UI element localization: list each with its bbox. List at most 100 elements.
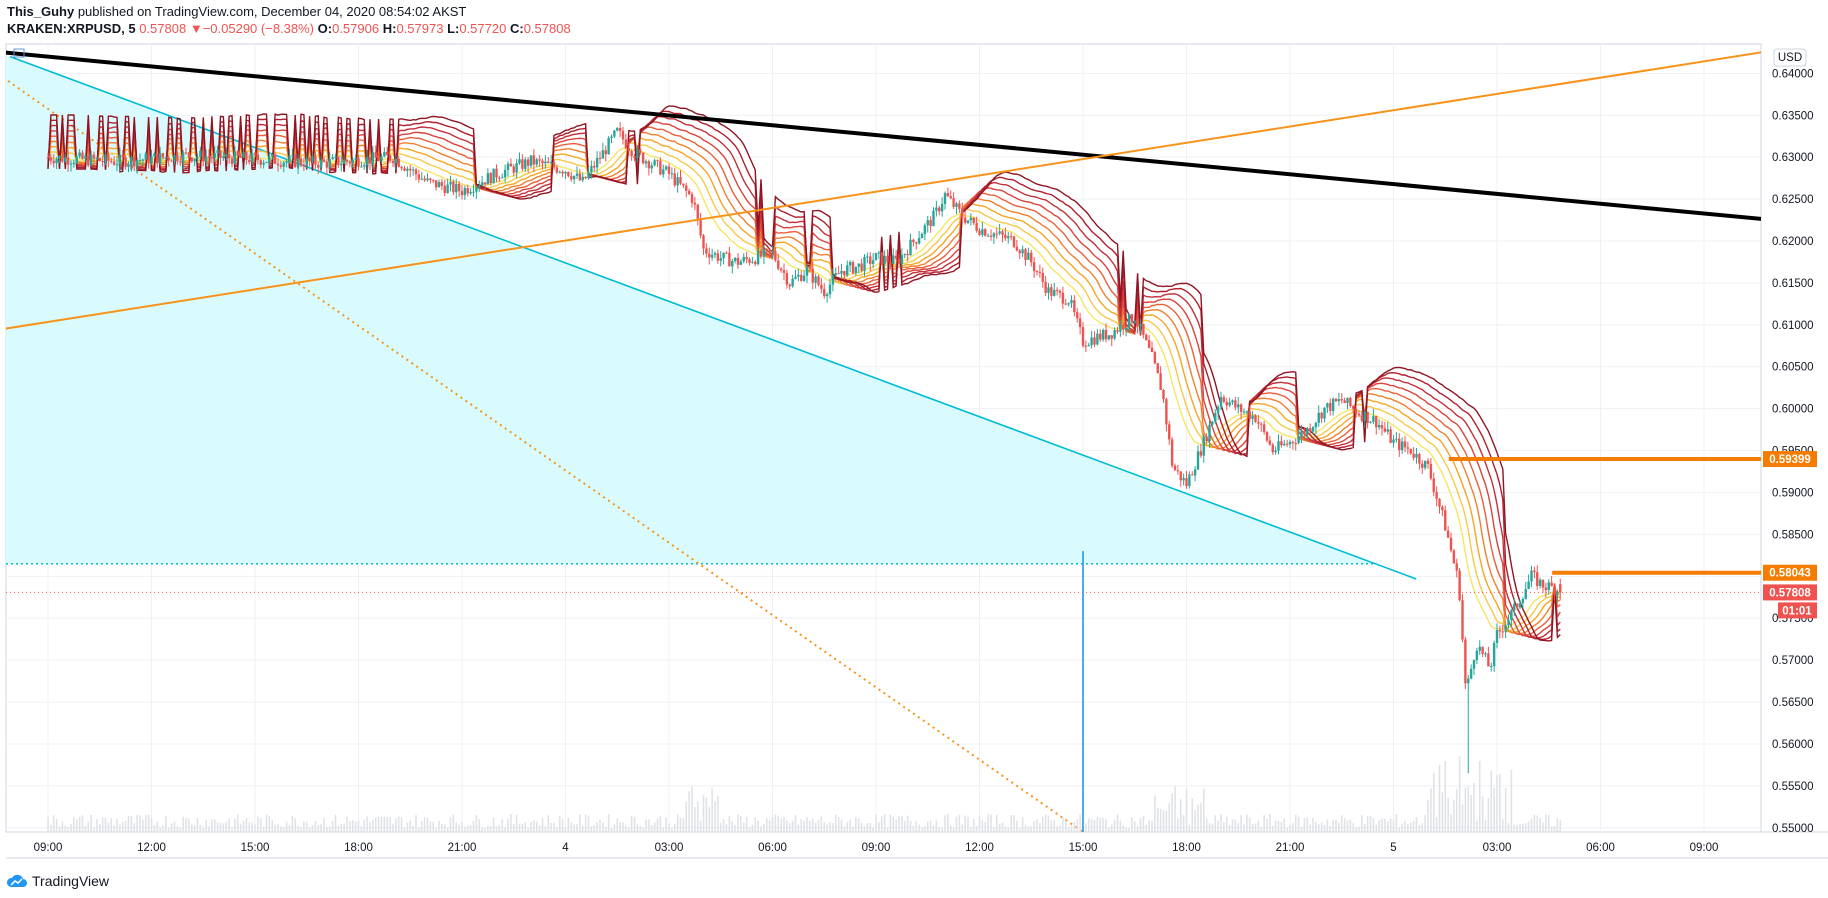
candle-body [1257, 421, 1260, 424]
volume-bar [291, 816, 294, 832]
candle-body [1317, 412, 1320, 423]
x-tick-label: 09:00 [1690, 842, 1719, 854]
candle-body [1458, 570, 1461, 601]
candle-body [1205, 436, 1208, 442]
volume-bar [323, 818, 325, 832]
volume-bar [935, 820, 938, 832]
tradingview-logo[interactable]: TradingView [6, 871, 109, 891]
candle-body [848, 262, 852, 266]
volume-bar [1441, 791, 1444, 832]
symbol-legend: KRAKEN:XRPUSD, 5 0.57808 ▼−0.05290 (−8.3… [7, 21, 571, 36]
volume-bar [1110, 824, 1113, 832]
candle-body [1426, 460, 1430, 464]
candle-body [1349, 397, 1352, 407]
volume-bar [607, 814, 610, 832]
symbol-name[interactable]: KRAKEN:XRPUSD, 5 [7, 21, 136, 36]
candle-body [279, 165, 283, 167]
tradingview-brand: TradingView [32, 873, 110, 889]
volume-bar [1329, 826, 1332, 832]
candle-body [107, 154, 110, 161]
volume-bar [581, 825, 584, 832]
candle-body [1196, 451, 1200, 470]
candle-body [837, 273, 840, 275]
volume-bar [1473, 782, 1475, 832]
candle-body [420, 178, 423, 180]
volume-bar [947, 814, 949, 832]
volume-bar [1079, 814, 1081, 832]
candle-body [866, 256, 869, 258]
candle-body [722, 252, 725, 259]
volume-bar [268, 815, 271, 832]
candle-body [984, 229, 987, 236]
volume-bar [475, 814, 478, 832]
candle-body [1380, 424, 1384, 429]
candle-body [1053, 289, 1056, 296]
volume-bar [527, 827, 529, 832]
orange-trendline[interactable] [3, 44, 1814, 330]
volume-bar [636, 823, 639, 832]
volume-bar [1145, 824, 1148, 832]
candle-body [1012, 236, 1016, 247]
candle-body [1001, 231, 1004, 235]
volume-bar [705, 797, 708, 832]
candle-body [662, 169, 665, 175]
volume-bar [320, 824, 322, 832]
volume-bar [285, 821, 288, 832]
volume-bar [1340, 815, 1343, 832]
volume-bar [1191, 798, 1194, 832]
drawing-handle-icon[interactable] [13, 48, 25, 58]
change-arrow-icon: ▼ [189, 21, 203, 36]
volume-bar [1251, 823, 1254, 832]
volume-bar [346, 816, 348, 832]
volume-bar [1297, 816, 1300, 832]
volume-bar [199, 825, 202, 832]
candle-body [903, 253, 906, 256]
author-name[interactable]: This_Guhy [7, 4, 75, 19]
candle-body [1429, 463, 1433, 479]
candle-body [886, 255, 889, 263]
x-tick-label: 4 [562, 842, 569, 854]
volume-bar [1343, 818, 1346, 832]
candle-body [1234, 400, 1237, 408]
candle-body [1004, 234, 1007, 239]
price-label-last-price: 0.57808 [1769, 587, 1811, 599]
candle-body [1544, 587, 1548, 590]
volume-bar [650, 824, 653, 832]
volume-bar [961, 824, 964, 832]
volume-bar [280, 826, 282, 832]
volume-bar [1294, 814, 1297, 832]
volume-bar [1217, 820, 1219, 832]
volume-bar [1050, 820, 1053, 832]
volume-bar [403, 827, 406, 832]
currency-badge[interactable] [1773, 48, 1807, 67]
candle-body [1156, 363, 1159, 374]
candle-body [978, 230, 981, 235]
volume-bar [1059, 825, 1061, 832]
candle-body [742, 256, 745, 262]
candle-body [386, 151, 389, 156]
volume-bar [1450, 814, 1452, 832]
volume-bar [1122, 825, 1125, 832]
volume-bar [1271, 825, 1274, 832]
candle-body [1403, 441, 1407, 448]
candle-body [943, 193, 947, 204]
volume-bar [1389, 818, 1392, 832]
candle-body [731, 260, 734, 267]
volume-bar [1194, 809, 1196, 832]
volume-bar [676, 814, 679, 832]
volume-bar [1490, 770, 1493, 832]
volume-bar [510, 814, 512, 832]
volume-bar [1280, 821, 1283, 832]
volume-bar [202, 827, 205, 832]
volume-bar [1179, 799, 1182, 832]
candle-body [1104, 329, 1108, 340]
candle-body [547, 161, 550, 164]
candle-body [1507, 619, 1510, 626]
price-label-level-1: 0.59399 [1769, 454, 1811, 466]
candle-body [509, 163, 513, 167]
volume-bar [107, 822, 110, 832]
candle-body [394, 158, 398, 164]
volume-bar [101, 817, 104, 832]
black-trendline[interactable] [3, 50, 1828, 246]
